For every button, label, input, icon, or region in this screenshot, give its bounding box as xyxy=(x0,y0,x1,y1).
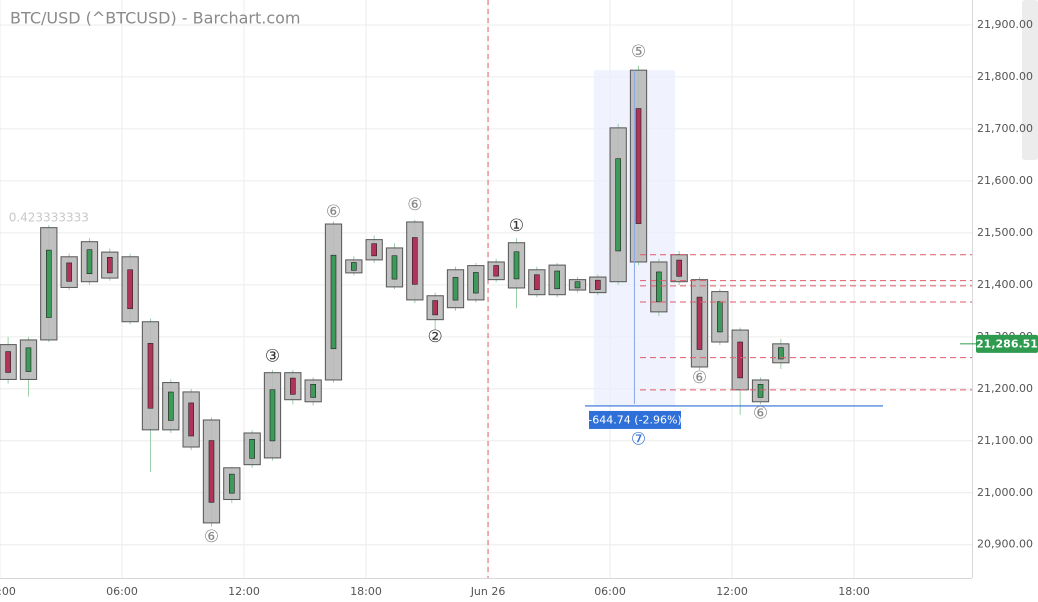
candle-core xyxy=(574,281,581,289)
candle-core xyxy=(778,347,784,360)
candle-core xyxy=(351,262,357,271)
candle-core xyxy=(452,277,459,301)
y-tick-label: 21,600.00 xyxy=(977,174,1033,187)
annotation: ① xyxy=(509,216,524,236)
candle-core xyxy=(371,243,377,257)
candle-core xyxy=(249,439,255,459)
candle-core xyxy=(229,473,235,494)
y-tick-label: 20,900.00 xyxy=(977,538,1033,551)
x-tick-label: 06:00 xyxy=(594,585,626,598)
annotation: ⑦ xyxy=(631,430,646,450)
candle-core xyxy=(473,272,479,294)
x-tick-label: 18:00 xyxy=(838,585,870,598)
y-tick-label: 21,900.00 xyxy=(977,18,1033,31)
candle-core xyxy=(717,301,723,333)
annotation: ⑥ xyxy=(692,368,707,388)
candle-core xyxy=(269,389,276,442)
annotation: ② xyxy=(428,327,443,347)
candle-core xyxy=(513,251,520,280)
candle-core xyxy=(127,269,133,310)
annotation: ⑥ xyxy=(407,195,422,215)
y-tick-label: 21,500.00 xyxy=(977,226,1033,239)
candle-core xyxy=(432,300,438,316)
candle-core xyxy=(534,274,540,291)
y-tick-label: 21,800.00 xyxy=(977,70,1033,83)
annotation: 0.423333333 xyxy=(9,210,89,224)
x-tick-label: 12:00 xyxy=(228,585,260,598)
candle-core xyxy=(493,265,499,277)
x-tick-label: 06:00 xyxy=(106,585,138,598)
x-tick-label: 12:00 xyxy=(716,585,748,598)
x-tick-label: 00:00 xyxy=(0,585,16,598)
x-tick-label: 18:00 xyxy=(350,585,382,598)
candle-core xyxy=(391,255,398,280)
candle-core xyxy=(208,440,215,503)
candle-core xyxy=(168,391,174,421)
chart-title: BTC/USD (^BTCUSD) - Barchart.com xyxy=(10,9,301,28)
last-price-box xyxy=(976,334,1038,353)
annotation: ⑥ xyxy=(326,202,341,222)
candle-core xyxy=(696,296,703,350)
y-tick-label: 21,400.00 xyxy=(977,278,1033,291)
scrollbar[interactable] xyxy=(1022,0,1038,160)
candle-core xyxy=(412,237,418,285)
candle-core xyxy=(676,259,682,277)
measure-label: -644.74 (-2.96%) xyxy=(588,413,681,426)
candle-core xyxy=(635,108,642,224)
candle-core xyxy=(757,384,764,398)
y-tick-label: 21,700.00 xyxy=(977,122,1033,135)
candle-core xyxy=(656,271,662,303)
annotation: ⑥ xyxy=(204,527,219,547)
candle-core xyxy=(554,270,560,290)
annotation: ⑥ xyxy=(753,404,768,424)
annotation: ③ xyxy=(265,347,280,367)
candle-core xyxy=(147,343,154,409)
candle-core xyxy=(290,377,296,395)
annotation: ⑤ xyxy=(631,42,646,62)
candle-core xyxy=(25,347,32,372)
candle-core xyxy=(615,158,621,252)
measure-label-box xyxy=(589,410,681,429)
y-tick-label: 21,200.00 xyxy=(977,382,1033,395)
candle-core xyxy=(5,351,11,373)
candle-core xyxy=(737,341,743,379)
candle-core xyxy=(595,279,601,290)
candle-core xyxy=(86,249,93,275)
y-tick-label: 21,000.00 xyxy=(977,486,1033,499)
y-tick-label: 21,100.00 xyxy=(977,434,1033,447)
x-tick-label: Jun 26 xyxy=(470,585,506,598)
last-price-label: 21,286.51 xyxy=(976,337,1038,350)
candle-core xyxy=(107,256,113,274)
candle-core xyxy=(330,254,337,350)
candle-core xyxy=(46,249,52,318)
candle-core xyxy=(66,262,72,282)
candle-core xyxy=(188,402,194,437)
candle-core xyxy=(310,384,316,398)
